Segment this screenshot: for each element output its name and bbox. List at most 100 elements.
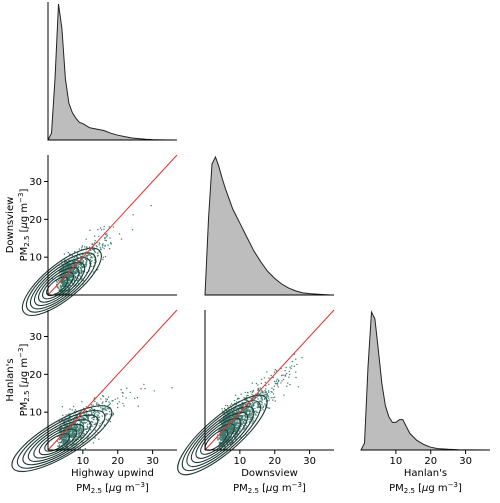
scatter-point: [252, 411, 254, 414]
scatter-point: [60, 440, 63, 443]
scatter-point: [61, 406, 64, 408]
scatter-point: [92, 418, 95, 421]
scatter-point: [257, 395, 259, 397]
scatter-point: [234, 435, 237, 437]
scatter-point: [94, 240, 96, 242]
scatter-point: [273, 388, 275, 391]
density-contour: [33, 423, 85, 459]
scatter-point: [284, 375, 287, 377]
scatter-point: [286, 385, 288, 387]
scatter-point: [72, 434, 75, 437]
scatter-point: [236, 421, 239, 424]
scatter-point: [109, 413, 111, 415]
scatter-point: [58, 430, 61, 432]
scatter-point: [61, 439, 63, 442]
scatter-point: [236, 419, 238, 421]
scatter-point: [248, 409, 250, 411]
scatter-point: [102, 395, 105, 398]
scatter-point: [64, 273, 66, 276]
scatter-point: [55, 280, 58, 282]
scatter-point: [77, 436, 79, 438]
scatter-point: [229, 420, 231, 422]
scatter-point: [68, 265, 71, 267]
scatter-point: [98, 235, 100, 238]
scatter-point: [98, 244, 100, 246]
scatter-point: [118, 401, 120, 403]
scatter-point: [93, 248, 96, 250]
scatter-point: [257, 402, 259, 405]
scatter-point: [97, 254, 99, 257]
scatter-point: [228, 411, 231, 413]
scatter-point: [253, 417, 255, 419]
x-axis-unit-2-part-2: [: [259, 483, 266, 494]
scatter-point: [78, 434, 81, 436]
scatter-point: [273, 371, 276, 373]
scatter-point: [229, 410, 232, 413]
scatter-point: [60, 286, 62, 289]
scatter-point: [99, 246, 101, 248]
scatter-panel-3: [177, 309, 335, 476]
scatter-point: [95, 411, 97, 413]
scatter-point: [73, 278, 75, 280]
y-axis-label-2: Hanlan's: [5, 358, 16, 401]
scatter-point: [261, 403, 263, 406]
scatter-point: [105, 418, 107, 420]
scatter-point: [230, 417, 233, 419]
scatter-point: [241, 416, 243, 418]
scatter-point: [87, 415, 89, 418]
scatter-point: [235, 407, 237, 409]
scatter-point: [272, 399, 274, 401]
scatter-point: [252, 389, 255, 392]
scatter-point: [72, 268, 74, 270]
x-tick-label: 30: [459, 456, 472, 467]
scatter-point: [82, 434, 84, 437]
scatter-point: [81, 246, 83, 248]
scatter-point: [74, 426, 76, 428]
scatter-point: [84, 246, 86, 248]
scatter-point: [61, 287, 63, 289]
x-axis-unit-3-part-6: ]: [458, 483, 462, 494]
scatter-point: [275, 380, 278, 382]
scatter-point: [257, 403, 260, 406]
y-unit-part-2: [: [19, 228, 30, 235]
scatter-point: [125, 397, 127, 399]
scatter-point: [74, 260, 76, 262]
scatter-point: [100, 229, 103, 231]
scatter-point: [131, 229, 134, 231]
scatter-point: [249, 403, 252, 405]
scatter-point: [238, 431, 240, 433]
x-tick-label: 20: [111, 456, 124, 467]
scatter-point: [229, 425, 231, 427]
scatter-point: [79, 431, 82, 433]
scatter-point: [236, 410, 238, 413]
scatter-point: [221, 437, 223, 439]
scatter-point: [74, 432, 76, 434]
scatter-point: [114, 398, 117, 400]
scatter-point: [291, 360, 294, 363]
scatter-point: [71, 426, 73, 428]
scatter-point: [56, 281, 58, 283]
y-axis-unit-1: PM2.5 [μg m−3]: [17, 189, 31, 262]
scatter-point: [63, 436, 66, 438]
x-axis-unit-1-part-4: g m: [115, 483, 134, 494]
scatter-point: [85, 246, 88, 248]
scatter-point: [66, 430, 69, 432]
scatter-point: [83, 413, 86, 415]
scatter-point: [70, 426, 72, 428]
scatter-point: [250, 408, 252, 410]
scatter-point: [295, 358, 297, 360]
density-contour: [16, 409, 106, 469]
scatter-point: [289, 366, 291, 368]
scatter-point: [112, 400, 114, 402]
scatter-point: [225, 422, 227, 424]
scatter-point: [67, 265, 69, 268]
scatter-point: [122, 402, 124, 405]
scatter-point: [234, 420, 236, 423]
scatter-point: [69, 439, 71, 441]
x-axis-label-3: Hanlan's: [404, 468, 447, 479]
scatter-point: [134, 397, 136, 400]
scatter-point: [285, 366, 287, 369]
density-contour: [190, 411, 248, 464]
scatter-point: [91, 256, 93, 258]
